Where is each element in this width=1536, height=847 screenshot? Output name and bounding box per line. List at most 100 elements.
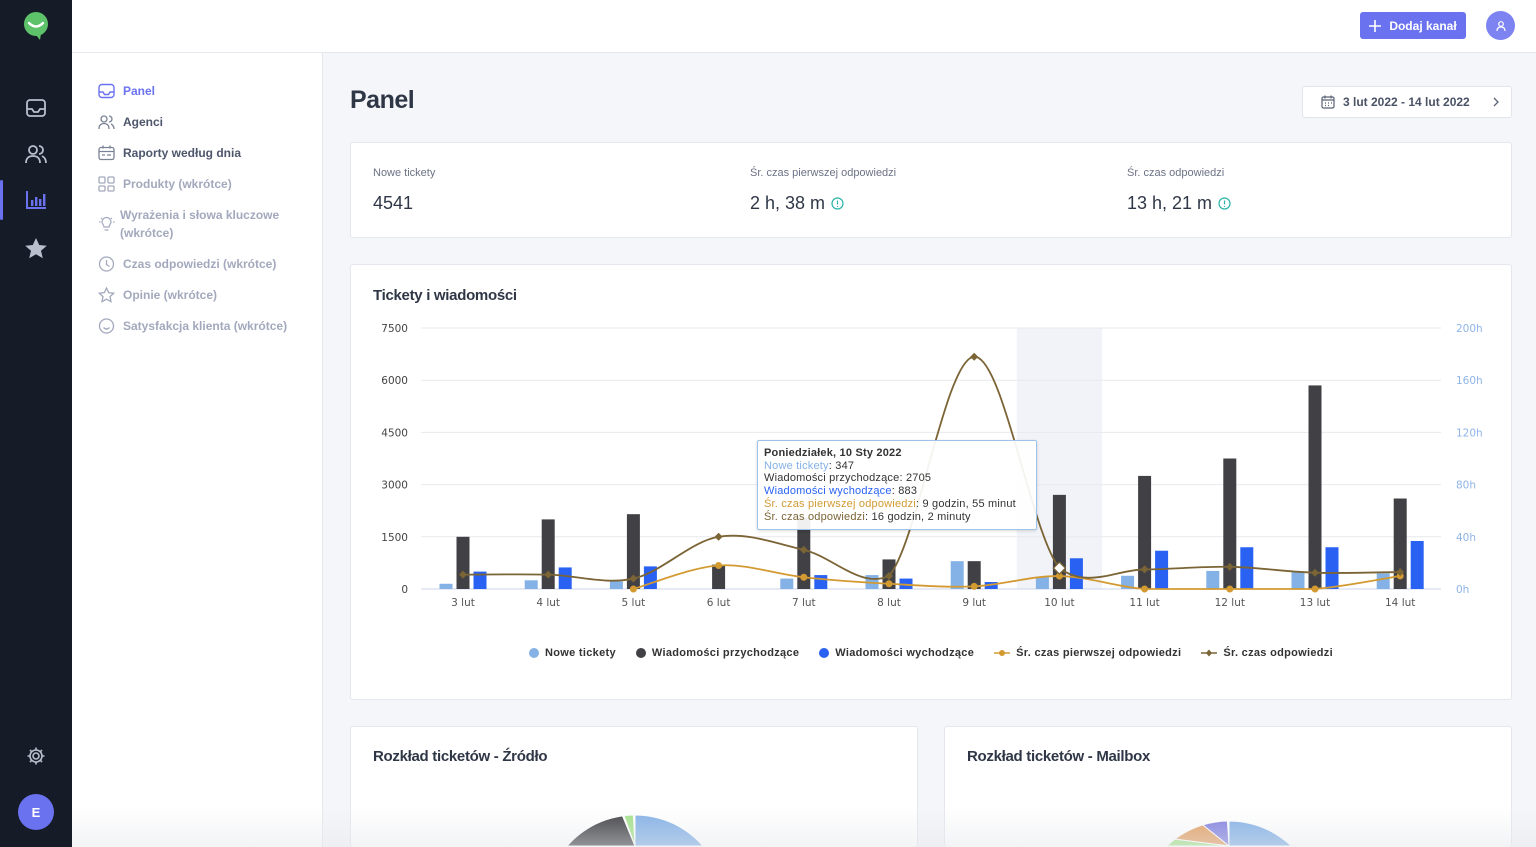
subnav-label: Raporty według dnia: [123, 146, 242, 160]
users-icon[interactable]: [0, 136, 72, 172]
legend-item[interactable]: Nowe tickety: [529, 647, 616, 659]
y2-tick-label: 80h: [1456, 480, 1476, 492]
x-tick-label: 11 lut: [1129, 597, 1159, 609]
line-point: [629, 574, 638, 583]
bar-2: [1069, 558, 1083, 589]
x-tick-label: 9 lut: [962, 597, 986, 609]
line-point: [799, 545, 808, 554]
bar-0: [1291, 572, 1305, 589]
logo-icon[interactable]: [0, 8, 72, 44]
line-point: [1055, 572, 1063, 580]
legend-item[interactable]: Wiadomości wychodzące: [819, 647, 974, 659]
page-title: Panel: [350, 86, 415, 114]
bar-2: [899, 578, 913, 589]
tickets-messages-card: Tickety i wiadomości 0 1500 3000 4500 6000 75…: [350, 264, 1512, 700]
pie-slice[interactable]: [545, 815, 636, 847]
subnav-item-products[interactable]: Produkty (wkrótce): [98, 175, 232, 193]
date-range-picker[interactable]: 3 lut 2022 - 14 lut 2022: [1302, 86, 1512, 118]
pie-title: Rozkład ticketów - Źródło: [373, 748, 548, 765]
bar-2: [558, 567, 572, 589]
legend-item[interactable]: Śr. czas pierwszej odpowiedzi: [994, 647, 1181, 659]
bar-0: [524, 580, 538, 589]
x-tick-label: 8 lut: [877, 597, 901, 609]
subnav-label: Agenci: [123, 115, 164, 129]
line-point: [1225, 562, 1234, 571]
subnav-label: Opinie (wkrótce): [123, 288, 218, 302]
x-tick-label: 4 lut: [536, 597, 560, 609]
tickets-messages-chart: 0 1500 3000 4500 6000 7500 0h 40h 80h 120h 160h 200…: [381, 323, 1483, 609]
source-pie-chart: [545, 814, 725, 847]
x-tick-label: 6 lut: [707, 597, 731, 609]
line-point: [885, 571, 893, 580]
subnav-item-keywords[interactable]: Wyrażenia i słowa kluczowe (wkrótce): [98, 206, 288, 242]
x-tick-label: 5 lut: [622, 597, 646, 609]
x-tick-label: 10 lut: [1044, 597, 1074, 609]
star-icon[interactable]: [0, 230, 72, 266]
y2-tick-label: 160h: [1456, 375, 1483, 387]
bar-0: [950, 561, 964, 589]
bar-1: [1308, 385, 1322, 589]
bar-2: [473, 571, 487, 589]
subnav-item-reviews[interactable]: Opinie (wkrótce): [98, 286, 217, 304]
settings-icon[interactable]: [0, 738, 72, 774]
clock-icon: [98, 256, 115, 272]
bar-1: [456, 536, 470, 589]
hover-marker: [1052, 561, 1067, 576]
pie-slice[interactable]: [1228, 820, 1319, 847]
line-point: [970, 582, 978, 590]
bar-1: [712, 564, 726, 589]
add-channel-button[interactable]: Dodaj kanał: [1360, 12, 1466, 39]
subnav-item-agents[interactable]: Agenci: [98, 113, 163, 131]
subnav-label: Panel: [123, 84, 156, 98]
subnav-label: Czas odpowiedzi (wkrótce): [123, 257, 277, 271]
y2-tick-label: 40h: [1456, 532, 1476, 544]
line-point: [714, 532, 723, 541]
tooltip-label: Nowe tickety: [764, 459, 829, 472]
mailbox-pie-chart: [1150, 820, 1319, 847]
subnav-item-response-time[interactable]: Czas odpowiedzi (wkrótce): [98, 255, 276, 273]
bar-0: [780, 578, 794, 589]
tooltip-row: Śr. czas pierwszej odpowiedzi: 9 godzin,…: [764, 497, 1016, 510]
tooltip-value: 2705: [905, 472, 932, 485]
line-point: [800, 573, 808, 581]
bar-0: [609, 581, 623, 589]
tooltip-value: 883: [898, 485, 918, 498]
subnav-item-satisfaction[interactable]: Satysfakcja klienta (wkrótce): [98, 317, 287, 335]
subnav-item-panel[interactable]: Panel: [98, 82, 155, 100]
tooltip-row: Śr. czas odpowiedzi: 16 godzin, 2 minuty: [764, 510, 971, 523]
reports-icon[interactable]: [0, 182, 72, 218]
legend-label: Śr. czas odpowiedzi: [1223, 647, 1333, 659]
grid-icon: [98, 176, 115, 192]
tooltip-label: Wiadomości przychodzące: [764, 472, 900, 485]
bar-2: [814, 575, 828, 589]
user-icon: [1495, 20, 1506, 31]
chart-legend: Nowe tickety Wiadomości przychodzące Wia…: [351, 647, 1511, 659]
stat-first-response: Śr. czas pierwszej odpowiedzi 2 h, 38 m: [750, 167, 896, 214]
legend-label: Wiadomości wychodzące: [835, 647, 975, 659]
app-rail: E: [0, 0, 72, 847]
line-point: [544, 570, 553, 579]
pie-title: Rozkład ticketów - Mailbox: [967, 748, 1151, 765]
info-icon[interactable]: [831, 197, 844, 210]
active-indicator: [0, 180, 3, 220]
chevron-right-icon: [1493, 97, 1499, 107]
star-outline-icon: [98, 287, 115, 303]
reports-subnav: Panel Agenci Raporty według dnia Produkt…: [72, 53, 323, 847]
inbox-icon[interactable]: [0, 90, 72, 126]
pie-slice[interactable]: [634, 814, 725, 847]
users-icon: [98, 115, 115, 130]
bar-2: [643, 566, 657, 589]
subnav-label: Produkty (wkrótce): [123, 177, 232, 191]
line-3: [633, 564, 1401, 590]
line-point: [885, 580, 893, 588]
profile-avatar[interactable]: [1486, 11, 1515, 40]
subnav-item-daily-reports[interactable]: Raporty według dnia: [98, 144, 241, 162]
stat-value: 2 h, 38 m: [750, 193, 826, 213]
tooltip-label: Śr. czas pierwszej odpowiedzi: [764, 497, 916, 510]
legend-item[interactable]: Śr. czas odpowiedzi: [1201, 647, 1333, 659]
line-point: [1226, 585, 1234, 593]
info-icon[interactable]: [1218, 197, 1231, 210]
legend-item[interactable]: Wiadomości przychodzące: [635, 647, 799, 659]
line-point: [1396, 568, 1405, 577]
user-avatar[interactable]: E: [18, 794, 54, 830]
